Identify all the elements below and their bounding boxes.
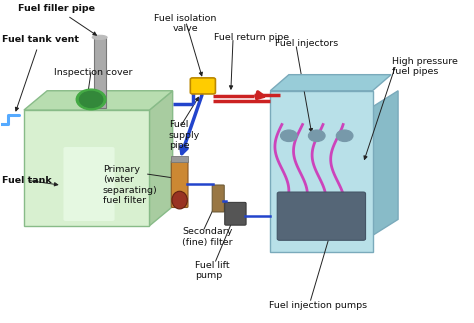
- Circle shape: [80, 91, 103, 108]
- Polygon shape: [24, 91, 173, 110]
- Circle shape: [380, 146, 396, 158]
- FancyBboxPatch shape: [270, 91, 373, 252]
- Polygon shape: [149, 91, 173, 226]
- Polygon shape: [373, 91, 398, 235]
- FancyBboxPatch shape: [171, 161, 188, 207]
- Circle shape: [281, 130, 297, 141]
- FancyBboxPatch shape: [24, 110, 149, 226]
- Circle shape: [309, 130, 325, 141]
- Text: Fuel injectors: Fuel injectors: [275, 39, 338, 48]
- Circle shape: [76, 89, 106, 110]
- Polygon shape: [270, 75, 391, 91]
- Ellipse shape: [92, 35, 107, 39]
- Text: Secondary
(fine) filter: Secondary (fine) filter: [182, 227, 233, 247]
- Ellipse shape: [172, 191, 187, 209]
- FancyBboxPatch shape: [64, 147, 115, 221]
- FancyBboxPatch shape: [171, 156, 188, 162]
- Text: Fuel tank: Fuel tank: [1, 176, 51, 185]
- Text: Fuel lift
pump: Fuel lift pump: [195, 261, 229, 280]
- FancyBboxPatch shape: [212, 185, 224, 212]
- Text: Fuel tank vent: Fuel tank vent: [1, 36, 79, 111]
- Circle shape: [380, 194, 396, 206]
- Text: Fuel isolation
valve: Fuel isolation valve: [155, 14, 217, 33]
- Polygon shape: [93, 37, 106, 108]
- Text: High pressure
fuel pipes: High pressure fuel pipes: [392, 57, 458, 76]
- Text: Fuel injection pumps: Fuel injection pumps: [269, 301, 367, 310]
- Text: Fuel return pipe: Fuel return pipe: [214, 33, 289, 42]
- Text: Fuel filler pipe: Fuel filler pipe: [18, 4, 96, 35]
- Circle shape: [336, 130, 353, 141]
- Text: Primary
(water
separating)
fuel filter: Primary (water separating) fuel filter: [103, 165, 158, 205]
- FancyBboxPatch shape: [225, 202, 246, 225]
- Text: Inspection cover: Inspection cover: [54, 68, 133, 77]
- FancyBboxPatch shape: [277, 192, 365, 240]
- FancyBboxPatch shape: [191, 78, 215, 94]
- Text: Fuel
supply
pipe: Fuel supply pipe: [169, 120, 200, 150]
